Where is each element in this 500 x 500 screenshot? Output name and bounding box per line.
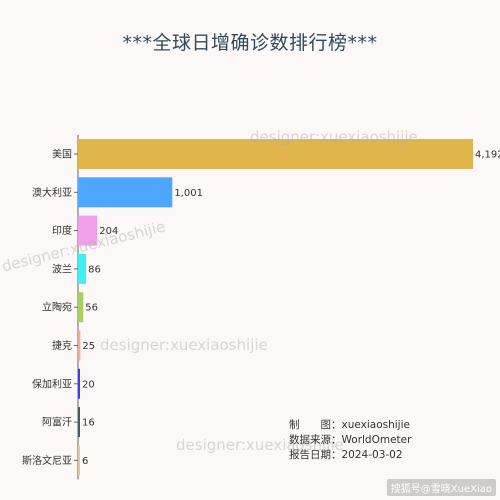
credit-maker-label: 制 图： <box>289 419 342 431</box>
value-label: 86 <box>88 264 101 275</box>
credit-maker: 制 图：xuexiaoshijie <box>289 418 411 433</box>
bars <box>78 139 473 476</box>
bar <box>78 177 173 208</box>
category-label: 保加利亚 <box>32 377 72 390</box>
credits: 制 图：xuexiaoshijie 数据来源：WorldOmeter 报告日期：… <box>289 418 411 463</box>
credit-maker-value: xuexiaoshijie <box>341 419 410 431</box>
category-label: 印度 <box>52 224 72 237</box>
category-label: 斯洛文尼亚 <box>22 454 72 467</box>
value-label: 20 <box>82 379 95 390</box>
value-label: 204 <box>99 226 118 237</box>
source-badge: 搜狐号@雪晓XueXiao <box>386 479 496 496</box>
category-label: 澳大利亚 <box>32 186 72 199</box>
bar <box>78 445 80 476</box>
credit-source: 数据来源：WorldOmeter <box>289 433 411 448</box>
credit-date-value: 2024-03-02 <box>341 449 403 461</box>
credit-date: 报告日期：2024-03-02 <box>289 448 411 463</box>
bar <box>78 407 80 438</box>
bar <box>78 368 80 399</box>
credit-source-value: WorldOmeter <box>341 434 412 446</box>
value-label: 25 <box>82 341 95 352</box>
category-label: 立陶宛 <box>42 301 72 314</box>
value-label: 16 <box>82 418 95 429</box>
value-label: 4,192 <box>475 150 500 161</box>
bar <box>78 292 84 323</box>
category-label: 阿富汗 <box>42 416 72 429</box>
credit-source-label: 数据来源： <box>289 434 342 446</box>
value-label: 56 <box>85 303 98 314</box>
category-label: 捷克 <box>52 339 72 352</box>
value-label: 6 <box>82 456 88 467</box>
bar <box>78 253 87 284</box>
bar <box>78 215 98 246</box>
value-label: 1,001 <box>174 188 203 199</box>
bar <box>78 330 81 361</box>
category-label: 波兰 <box>52 262 72 275</box>
credit-date-label: 报告日期： <box>289 449 342 461</box>
y-axis <box>74 134 79 480</box>
bar <box>78 139 473 169</box>
category-label: 美国 <box>52 148 72 161</box>
value-labels: 4,192 1,001 204 86 56 25 20 16 6 <box>82 150 500 467</box>
chart-title: ***全球日增确诊数排行榜*** <box>122 32 378 54</box>
